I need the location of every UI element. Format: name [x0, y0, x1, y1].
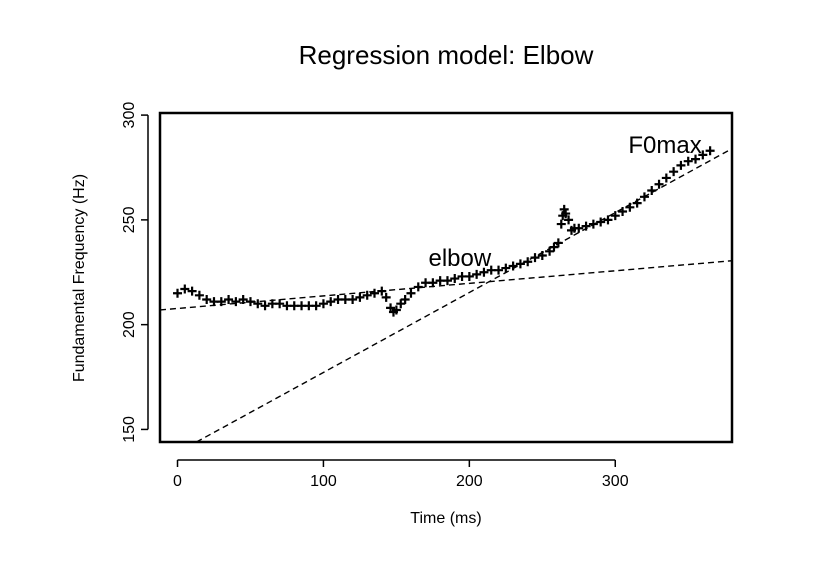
data-point	[406, 288, 416, 298]
data-point	[691, 154, 701, 164]
data-point	[413, 282, 423, 292]
data-point	[391, 305, 401, 315]
data-point	[564, 215, 574, 225]
annotation-f0max: F0max	[628, 132, 701, 159]
data-point	[669, 167, 679, 177]
y-axis: 150 200 250 300	[121, 102, 149, 443]
y-tick-label: 250	[121, 206, 138, 233]
data-point	[561, 209, 571, 219]
x-axis-label: Time (ms)	[410, 510, 481, 527]
data-point	[698, 150, 708, 160]
data-point	[442, 276, 452, 286]
annotations: elbow F0max	[428, 132, 701, 272]
annotation-elbow: elbow	[428, 245, 491, 272]
x-tick-label: 300	[602, 473, 629, 490]
x-tick-label: 100	[310, 473, 337, 490]
data-point	[523, 257, 533, 267]
data-point	[515, 259, 525, 269]
data-point	[275, 299, 285, 309]
data-point	[545, 246, 555, 256]
fit-lines	[160, 148, 732, 442]
data-point	[549, 242, 559, 252]
data-point	[632, 198, 642, 208]
chart-title: Regression model: Elbow	[299, 40, 594, 70]
data-point	[450, 274, 460, 284]
data-point	[362, 290, 372, 300]
data-point	[596, 217, 606, 227]
data-point	[705, 146, 715, 156]
data-point	[326, 297, 336, 307]
data-point	[464, 271, 474, 281]
data-point	[508, 261, 518, 271]
data-point	[553, 238, 563, 248]
data-point	[400, 295, 410, 305]
data-point	[501, 263, 511, 273]
x-tick-label: 200	[456, 473, 483, 490]
data-point	[318, 299, 328, 309]
data-point	[676, 160, 686, 170]
data-point	[537, 250, 547, 260]
data-point	[396, 299, 406, 309]
data-point	[311, 301, 321, 311]
data-point	[202, 295, 212, 305]
y-tick-label: 150	[121, 416, 138, 443]
y-axis-label: Fundamental Frequency (Hz)	[71, 174, 88, 382]
x-axis: 0 100 200 300	[173, 459, 629, 490]
data-point	[355, 292, 365, 302]
data-point	[530, 253, 540, 263]
data-point	[377, 286, 387, 296]
data-point	[639, 192, 649, 202]
data-points	[173, 146, 715, 317]
data-point	[260, 301, 270, 311]
data-point	[187, 286, 197, 296]
y-tick-label: 200	[121, 311, 138, 338]
data-point	[654, 179, 664, 189]
data-point	[559, 204, 569, 214]
data-point	[194, 290, 204, 300]
data-point	[588, 219, 598, 229]
data-point	[348, 295, 358, 305]
data-point	[610, 211, 620, 221]
data-point	[647, 186, 657, 196]
data-point	[683, 156, 693, 166]
x-tick-label: 0	[173, 473, 182, 490]
data-point	[603, 215, 613, 225]
fit-line-1	[160, 260, 732, 311]
data-point	[173, 288, 183, 298]
data-point	[238, 295, 248, 305]
data-point	[625, 202, 635, 212]
data-point	[472, 269, 482, 279]
fit-line-2	[196, 148, 732, 442]
data-point	[494, 265, 504, 275]
data-point	[618, 206, 628, 216]
data-point	[574, 223, 584, 233]
data-point	[428, 278, 438, 288]
data-point	[370, 288, 379, 298]
data-point	[581, 221, 591, 231]
y-tick-label: 300	[121, 102, 138, 129]
data-point	[661, 173, 671, 183]
data-point	[253, 299, 263, 309]
data-point	[556, 219, 566, 229]
data-point	[245, 297, 255, 307]
data-point	[180, 284, 190, 294]
data-point	[381, 292, 391, 302]
data-point	[479, 267, 489, 277]
data-point	[216, 297, 226, 307]
plot-frame	[158, 111, 734, 444]
data-point	[231, 297, 241, 307]
data-point	[224, 295, 234, 305]
